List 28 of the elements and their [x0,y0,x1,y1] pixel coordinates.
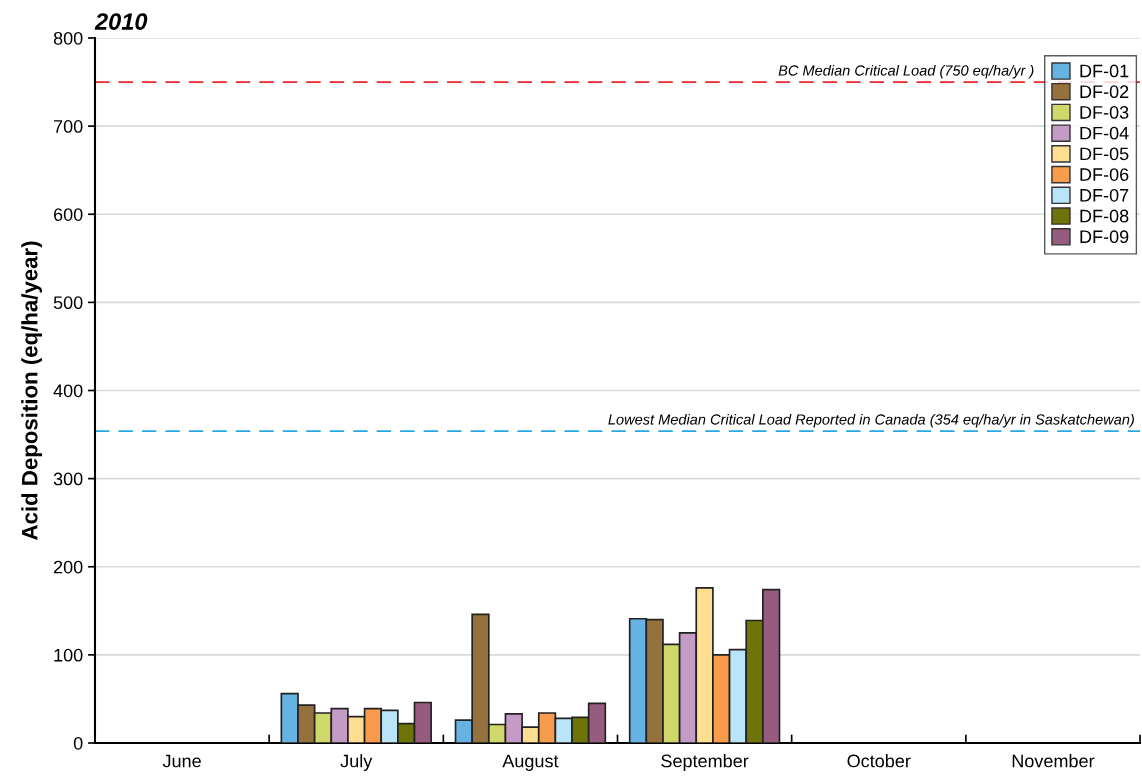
x-tick-label: August [502,754,559,771]
x-tick-label: June [162,754,201,768]
ref-line-label: BC Median Critical Load (750 eq/ha/yr ) [778,64,1034,79]
y-tick-label: 0 [73,736,83,750]
legend-label: DF-01 [1080,64,1129,78]
legend-label: DF-05 [1080,147,1129,161]
x-tick-label: October [847,754,911,768]
y-tick-label: 700 [54,120,83,133]
y-tick-label: 400 [53,384,83,398]
y-tick-label: 800 [53,31,83,45]
legend-label: DF-06 [1080,168,1129,181]
ref-line-label: Lowest Median Critical Load Reported in Canada (354 eq/ha/yr in Saskatchewan) [608,413,1134,428]
legend-label: DF-02 [1080,85,1129,99]
legend-label: DF-04 [1080,126,1129,140]
x-tick-label: July [340,754,373,771]
y-tick-label: 300 [53,472,83,486]
legend-label: DF-03 [1080,106,1129,119]
legend-label: DF-08 [1080,209,1129,223]
y-tick-label: 200 [53,560,83,574]
y-axis-title: Acid Deposition (eq/ha/year) [21,241,42,540]
y-tick-label: 500 [53,296,83,310]
x-tick-label: November [1012,754,1095,768]
y-tick-label: 600 [53,208,83,221]
chart-title: 2010 [94,13,148,30]
x-tick-label: September [661,754,749,771]
y-tick-label: 100 [54,648,83,662]
legend-label: DF-09 [1080,230,1129,244]
legend-label: DF-07 [1080,188,1129,202]
